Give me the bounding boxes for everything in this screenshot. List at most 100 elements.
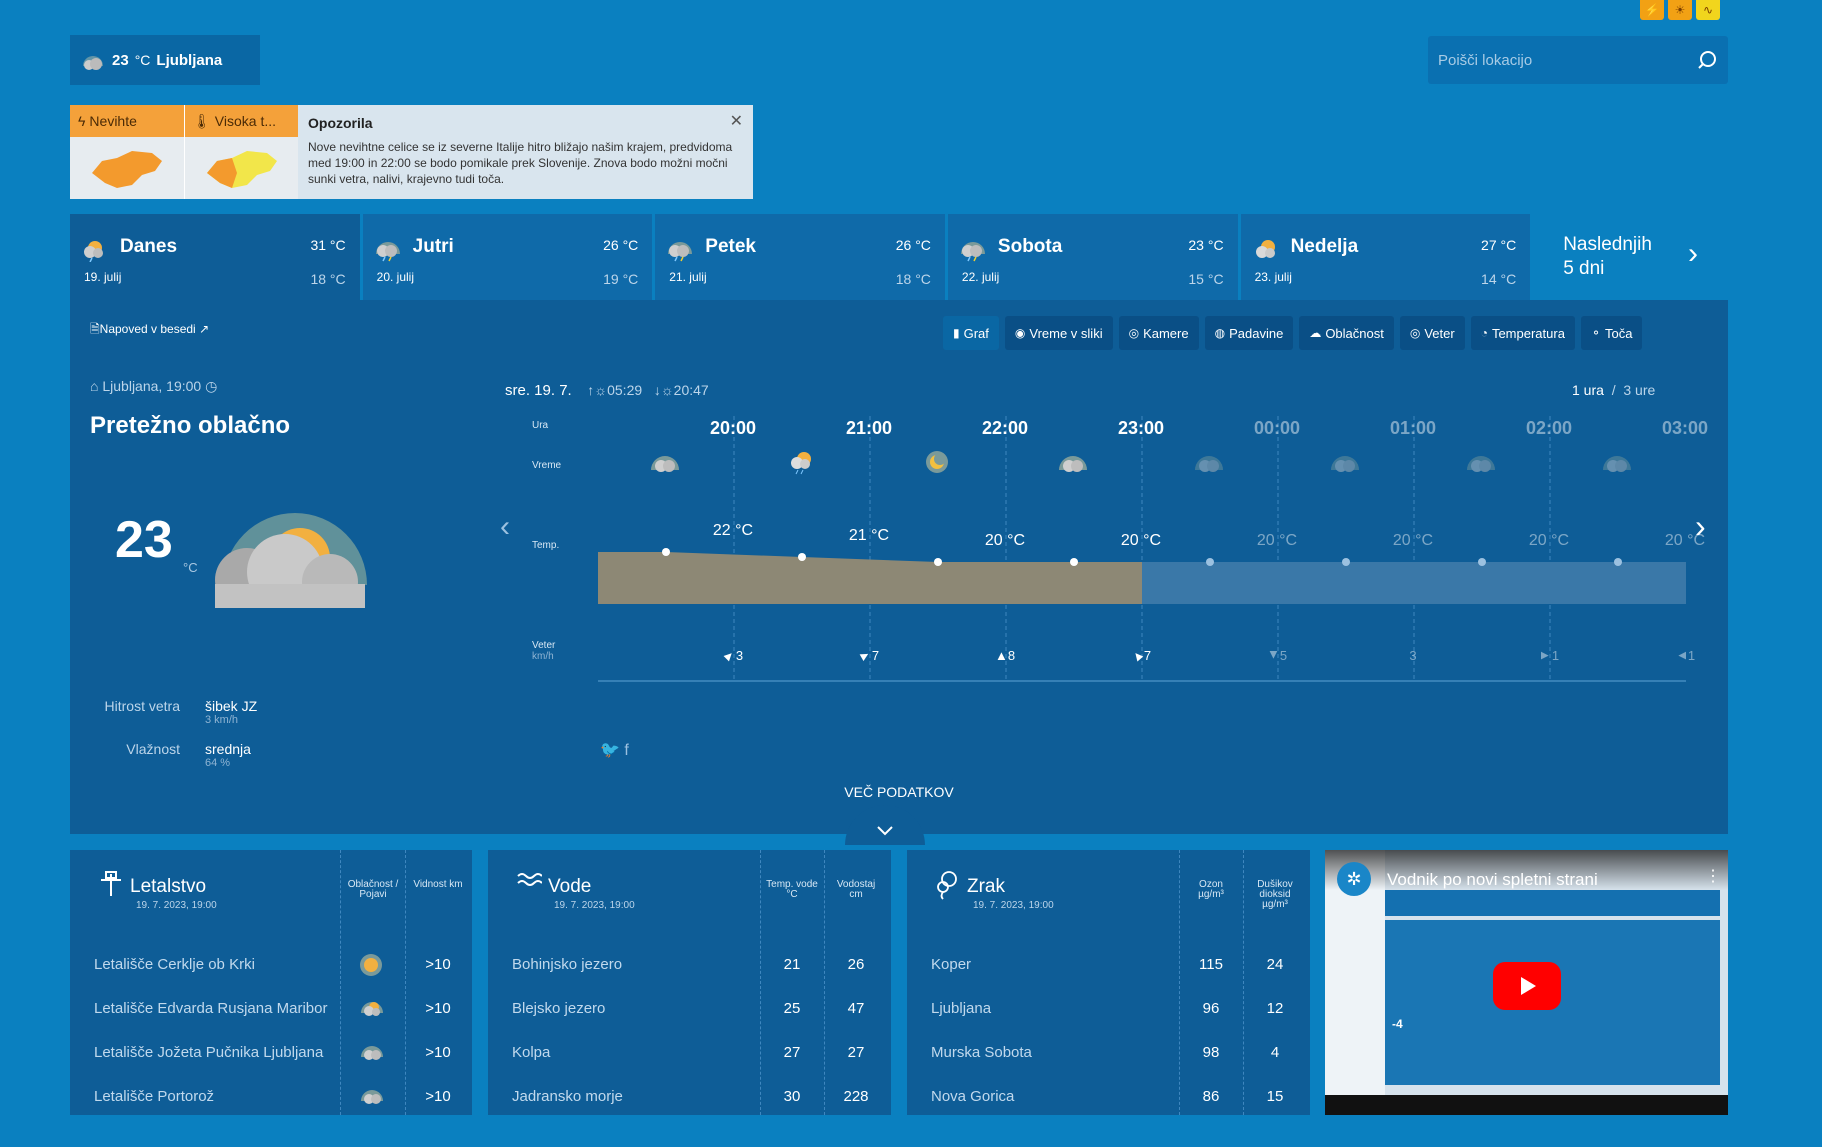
view-button-7[interactable]: ⚬ Toča <box>1580 316 1643 350</box>
day-tab-petek[interactable]: Petek 21. julij 26 °C 18 °C <box>655 214 945 300</box>
chevron-left-icon[interactable]: ‹ <box>500 510 510 543</box>
twitter-icon[interactable]: 🐦 <box>600 742 620 759</box>
water-panel: Vode 19. 7. 2023, 19:00 Temp. vode °C Vod… <box>488 850 891 1115</box>
hour-wind: 3 <box>1346 648 1481 663</box>
day-low-temp: 18 °C <box>895 271 931 287</box>
next-5-days-button[interactable]: Naslednjih 5 dni › <box>1533 214 1728 300</box>
aviation-row-name[interactable]: Letališče Edvarda Rusjana Maribor <box>94 1000 328 1017</box>
air-row-name[interactable]: Koper <box>931 956 972 973</box>
water-row-name[interactable]: Jadransko morje <box>512 1088 623 1105</box>
heat-icon: 🌡 <box>193 112 211 129</box>
expand-toggle[interactable] <box>845 805 925 845</box>
row-label-vreme: Vreme <box>532 460 562 471</box>
interval-separator: / <box>1611 382 1616 398</box>
view-button-3[interactable]: ◍ Padavine <box>1204 316 1294 350</box>
more-vert-icon[interactable]: ⋮ <box>1705 868 1721 885</box>
view-button-6[interactable]: ◔ Temperatura <box>1470 316 1575 350</box>
day-tab-nedelja[interactable]: Nedelja 23. julij 27 °C 14 °C <box>1240 214 1531 300</box>
aviation-row-name[interactable]: Letališče Jožeta Pučnika Ljubljana <box>94 1044 324 1061</box>
aviation-row-name[interactable]: Letališče Portorož <box>94 1088 215 1105</box>
sunset-time: 20:47 <box>673 382 709 398</box>
view-button-label: Graf <box>963 325 989 341</box>
day-tab-danes[interactable]: Danes 19. julij 31 °C 18 °C <box>70 214 360 300</box>
col-header-line: °C <box>786 889 798 900</box>
water-timestamp: 19. 7. 2023, 19:00 <box>554 900 635 911</box>
wind-speed: 3 <box>1409 648 1417 663</box>
weather-icon <box>648 448 682 476</box>
wind-arrow-icon: ▲ <box>1537 649 1553 662</box>
heat-alert-icon[interactable]: ☀ <box>1668 0 1692 20</box>
day-high-temp: 27 °C <box>1481 237 1517 253</box>
view-button-5[interactable]: ◎ Veter <box>1399 316 1465 350</box>
weather-icon <box>920 448 954 476</box>
water-level-value: 228 <box>843 1088 869 1105</box>
ozone-value: 86 <box>1202 1088 1220 1105</box>
facebook-icon[interactable]: f <box>624 742 629 759</box>
chevron-right-icon[interactable]: › <box>1695 508 1706 544</box>
col-header-line: Dušikov <box>1257 879 1293 890</box>
view-button-label: Oblačnost <box>1325 325 1384 341</box>
search-icon[interactable] <box>1696 49 1718 71</box>
interval-3h[interactable]: 3 ure <box>1623 382 1656 398</box>
wind-label: Hitrost vetra <box>104 698 180 714</box>
close-icon[interactable]: ✕ <box>729 113 743 130</box>
video-embed[interactable]: -4 ✲ Vodnik po novi spletni strani ⋮ <box>1325 850 1728 1115</box>
aviation-title: Letalstvo <box>130 876 207 897</box>
next-days-line: 5 dni <box>1563 258 1605 279</box>
wind-arrow-icon: ▲ <box>1266 648 1280 663</box>
current-location-button[interactable]: 23 °C Ljubljana <box>70 35 260 85</box>
forecast-text-link[interactable]: 🗎Napoved v besedi ↗ <box>90 320 209 341</box>
more-data-button[interactable]: VEČ PODATKOV <box>844 784 954 800</box>
play-button[interactable] <box>1493 962 1561 1010</box>
view-button-label: Vreme v sliki <box>1029 325 1103 341</box>
temp-area-past <box>598 552 1142 604</box>
clock-icon: ◷ <box>205 378 218 394</box>
chevron-right-icon: › <box>1688 237 1698 270</box>
day-tab-jutri[interactable]: Jutri 20. julij 26 °C 19 °C <box>362 214 653 300</box>
hour-temp: 20 °C <box>1664 532 1706 549</box>
interval-1h[interactable]: 1 ura <box>1572 382 1604 398</box>
temp-point <box>662 548 670 556</box>
location-time: ⌂ Ljubljana, 19:00 ◷ <box>90 378 218 394</box>
view-button-4[interactable]: ☁ Oblačnost <box>1299 316 1394 350</box>
aviation-timestamp: 19. 7. 2023, 19:00 <box>136 900 217 911</box>
col-header-water-temp: Temp. vode °C <box>760 880 824 900</box>
view-button-2[interactable]: ◎ Kamere <box>1118 316 1199 350</box>
column-divider <box>760 850 761 1115</box>
channel-avatar[interactable]: ✲ <box>1337 862 1371 896</box>
weather-icon <box>1464 448 1498 476</box>
wind-speed: 8 <box>1007 648 1016 663</box>
search-input[interactable]: Poišči lokacijo <box>1428 36 1728 84</box>
weather-icon <box>1328 448 1362 476</box>
alerts-box: ϟ Nevihte 🌡 Visoka t... Opozorila Nove nev… <box>70 105 753 199</box>
hour-temp: 20 °C <box>1256 532 1298 549</box>
hour-wind: ▲1 <box>1618 648 1753 663</box>
col-header-visibility: Vidnost km <box>413 879 463 890</box>
day-date: 22. julij <box>961 270 1000 284</box>
view-button-1[interactable]: ◉ Vreme v sliki <box>1004 316 1113 350</box>
wave-alert-icon[interactable]: ∿ <box>1696 0 1720 20</box>
ozone-value: 96 <box>1202 1000 1220 1017</box>
water-row-name[interactable]: Blejsko jezero <box>512 1000 606 1017</box>
air-row-name[interactable]: Ljubljana <box>931 1000 992 1017</box>
air-row-name[interactable]: Murska Sobota <box>931 1044 1032 1061</box>
alert-tab-storms[interactable]: ϟ Nevihte <box>70 105 184 199</box>
day-tab-sobota[interactable]: Sobota 22. julij 23 °C 15 °C <box>947 214 1238 300</box>
sunrise-icon: ↑☼ <box>587 382 608 398</box>
storm-alert-icon[interactable]: ⚡ <box>1640 0 1664 20</box>
alert-tab-heat[interactable]: 🌡 Visoka t... <box>184 105 298 199</box>
air-row-name[interactable]: Nova Gorica <box>931 1088 1015 1105</box>
weather-icon <box>1056 448 1090 476</box>
view-button-label: Kamere <box>1143 325 1189 341</box>
water-row-name[interactable]: Kolpa <box>512 1044 551 1061</box>
ozone-value: 115 <box>1199 956 1223 973</box>
sunset-icon: ↓☼ <box>653 382 674 398</box>
aviation-row-name[interactable]: Letališče Cerklje ob Krki <box>94 956 255 973</box>
col-header-ozone: Ozon µg/m³ <box>1179 880 1243 900</box>
wind-value-text: šibek JZ <box>205 698 258 714</box>
humidity-value: srednja 64 % <box>205 741 251 769</box>
video-title[interactable]: Vodnik po novi spletni strani <box>1387 870 1598 889</box>
view-button-0[interactable]: ▮ Graf <box>943 316 999 350</box>
video-header <box>1325 850 1728 890</box>
water-row-name[interactable]: Bohinjsko jezero <box>512 956 623 973</box>
